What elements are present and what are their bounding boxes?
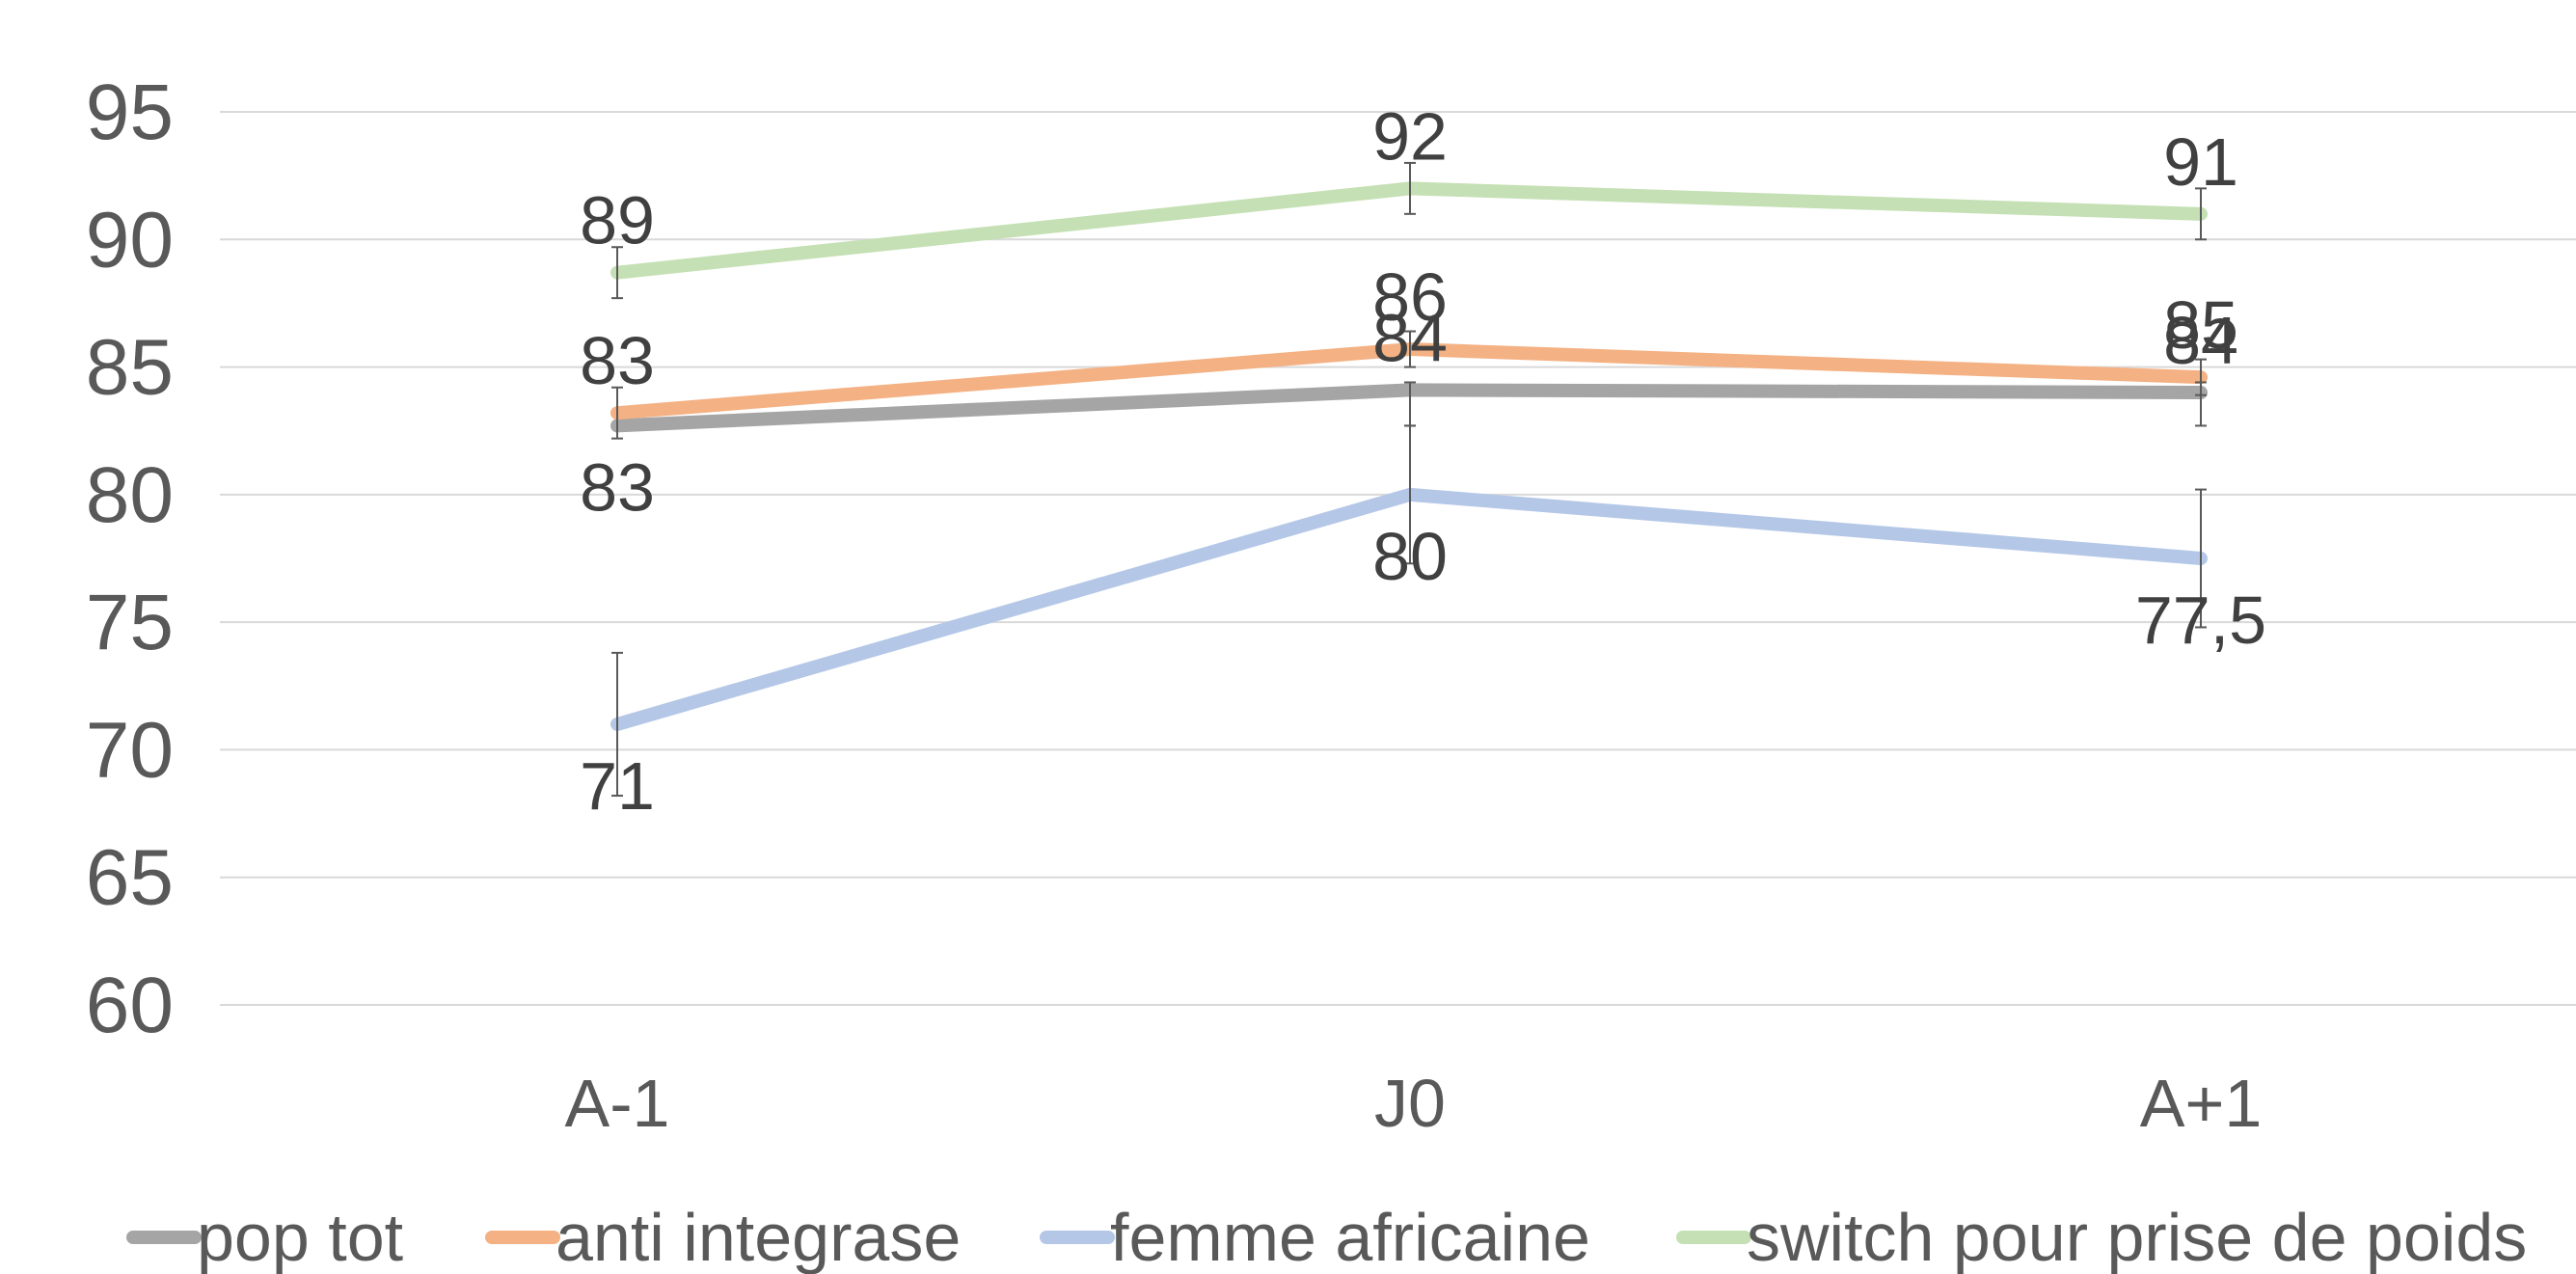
- data-label: 84: [1372, 300, 1448, 375]
- y-tick-label: 65: [86, 834, 174, 922]
- y-tick-label: 70: [86, 706, 174, 794]
- error-bar: [1404, 330, 1416, 368]
- y-tick-label: 80: [86, 451, 174, 539]
- legend-item: pop tot: [126, 1200, 403, 1274]
- error-bar: [2195, 488, 2207, 629]
- x-category-label: A-1: [565, 1066, 670, 1141]
- data-label: 89: [580, 183, 655, 258]
- error-bar: [2195, 187, 2207, 241]
- x-axis-categories: A-1 J0 A+1: [565, 1066, 2263, 1141]
- x-category-label: J0: [1374, 1066, 1446, 1141]
- y-tick-label: 90: [86, 196, 174, 284]
- y-tick-label: 75: [86, 579, 174, 666]
- y-tick-label: 85: [86, 324, 174, 412]
- x-category-label: A+1: [2140, 1066, 2263, 1141]
- data-label: 86: [1372, 259, 1448, 335]
- data-label: 83: [580, 449, 655, 525]
- data-label: 77,5: [2135, 583, 2266, 658]
- y-tick-label: 60: [86, 962, 174, 1049]
- error-bar: [611, 246, 623, 300]
- legend-item: anti integrase: [485, 1200, 961, 1274]
- error-bar: [611, 386, 623, 440]
- legend-label: anti integrase: [556, 1200, 961, 1274]
- data-labels: 83 84 84 83 86 85 71 80 77,5 89 92 91: [580, 98, 2266, 824]
- y-axis-ticks: 60 65 70 75 80 85 90 95: [86, 68, 174, 1049]
- data-label: 80: [1372, 519, 1448, 594]
- legend: pop tot anti integrase femme africaine swit…: [126, 1200, 2527, 1274]
- error-bars: [611, 161, 2207, 798]
- error-bar: [2195, 358, 2207, 396]
- data-label: 92: [1372, 98, 1448, 174]
- error-bar: [1404, 161, 1416, 215]
- data-label: 71: [580, 748, 655, 824]
- legend-label: femme africaine: [1110, 1200, 1590, 1274]
- error-bar: [611, 651, 623, 798]
- legend-item: switch pour prise de poids: [1676, 1200, 2527, 1274]
- data-label: 91: [2163, 124, 2238, 200]
- y-tick-label: 95: [86, 68, 174, 156]
- error-bar: [1404, 424, 1416, 565]
- data-label: 84: [2163, 303, 2238, 378]
- legend-item: femme africaine: [1040, 1200, 1590, 1274]
- legend-label: pop tot: [197, 1200, 403, 1274]
- data-label: 83: [580, 323, 655, 398]
- legend-label: switch pour prise de poids: [1747, 1200, 2527, 1274]
- data-label: 85: [2163, 287, 2238, 363]
